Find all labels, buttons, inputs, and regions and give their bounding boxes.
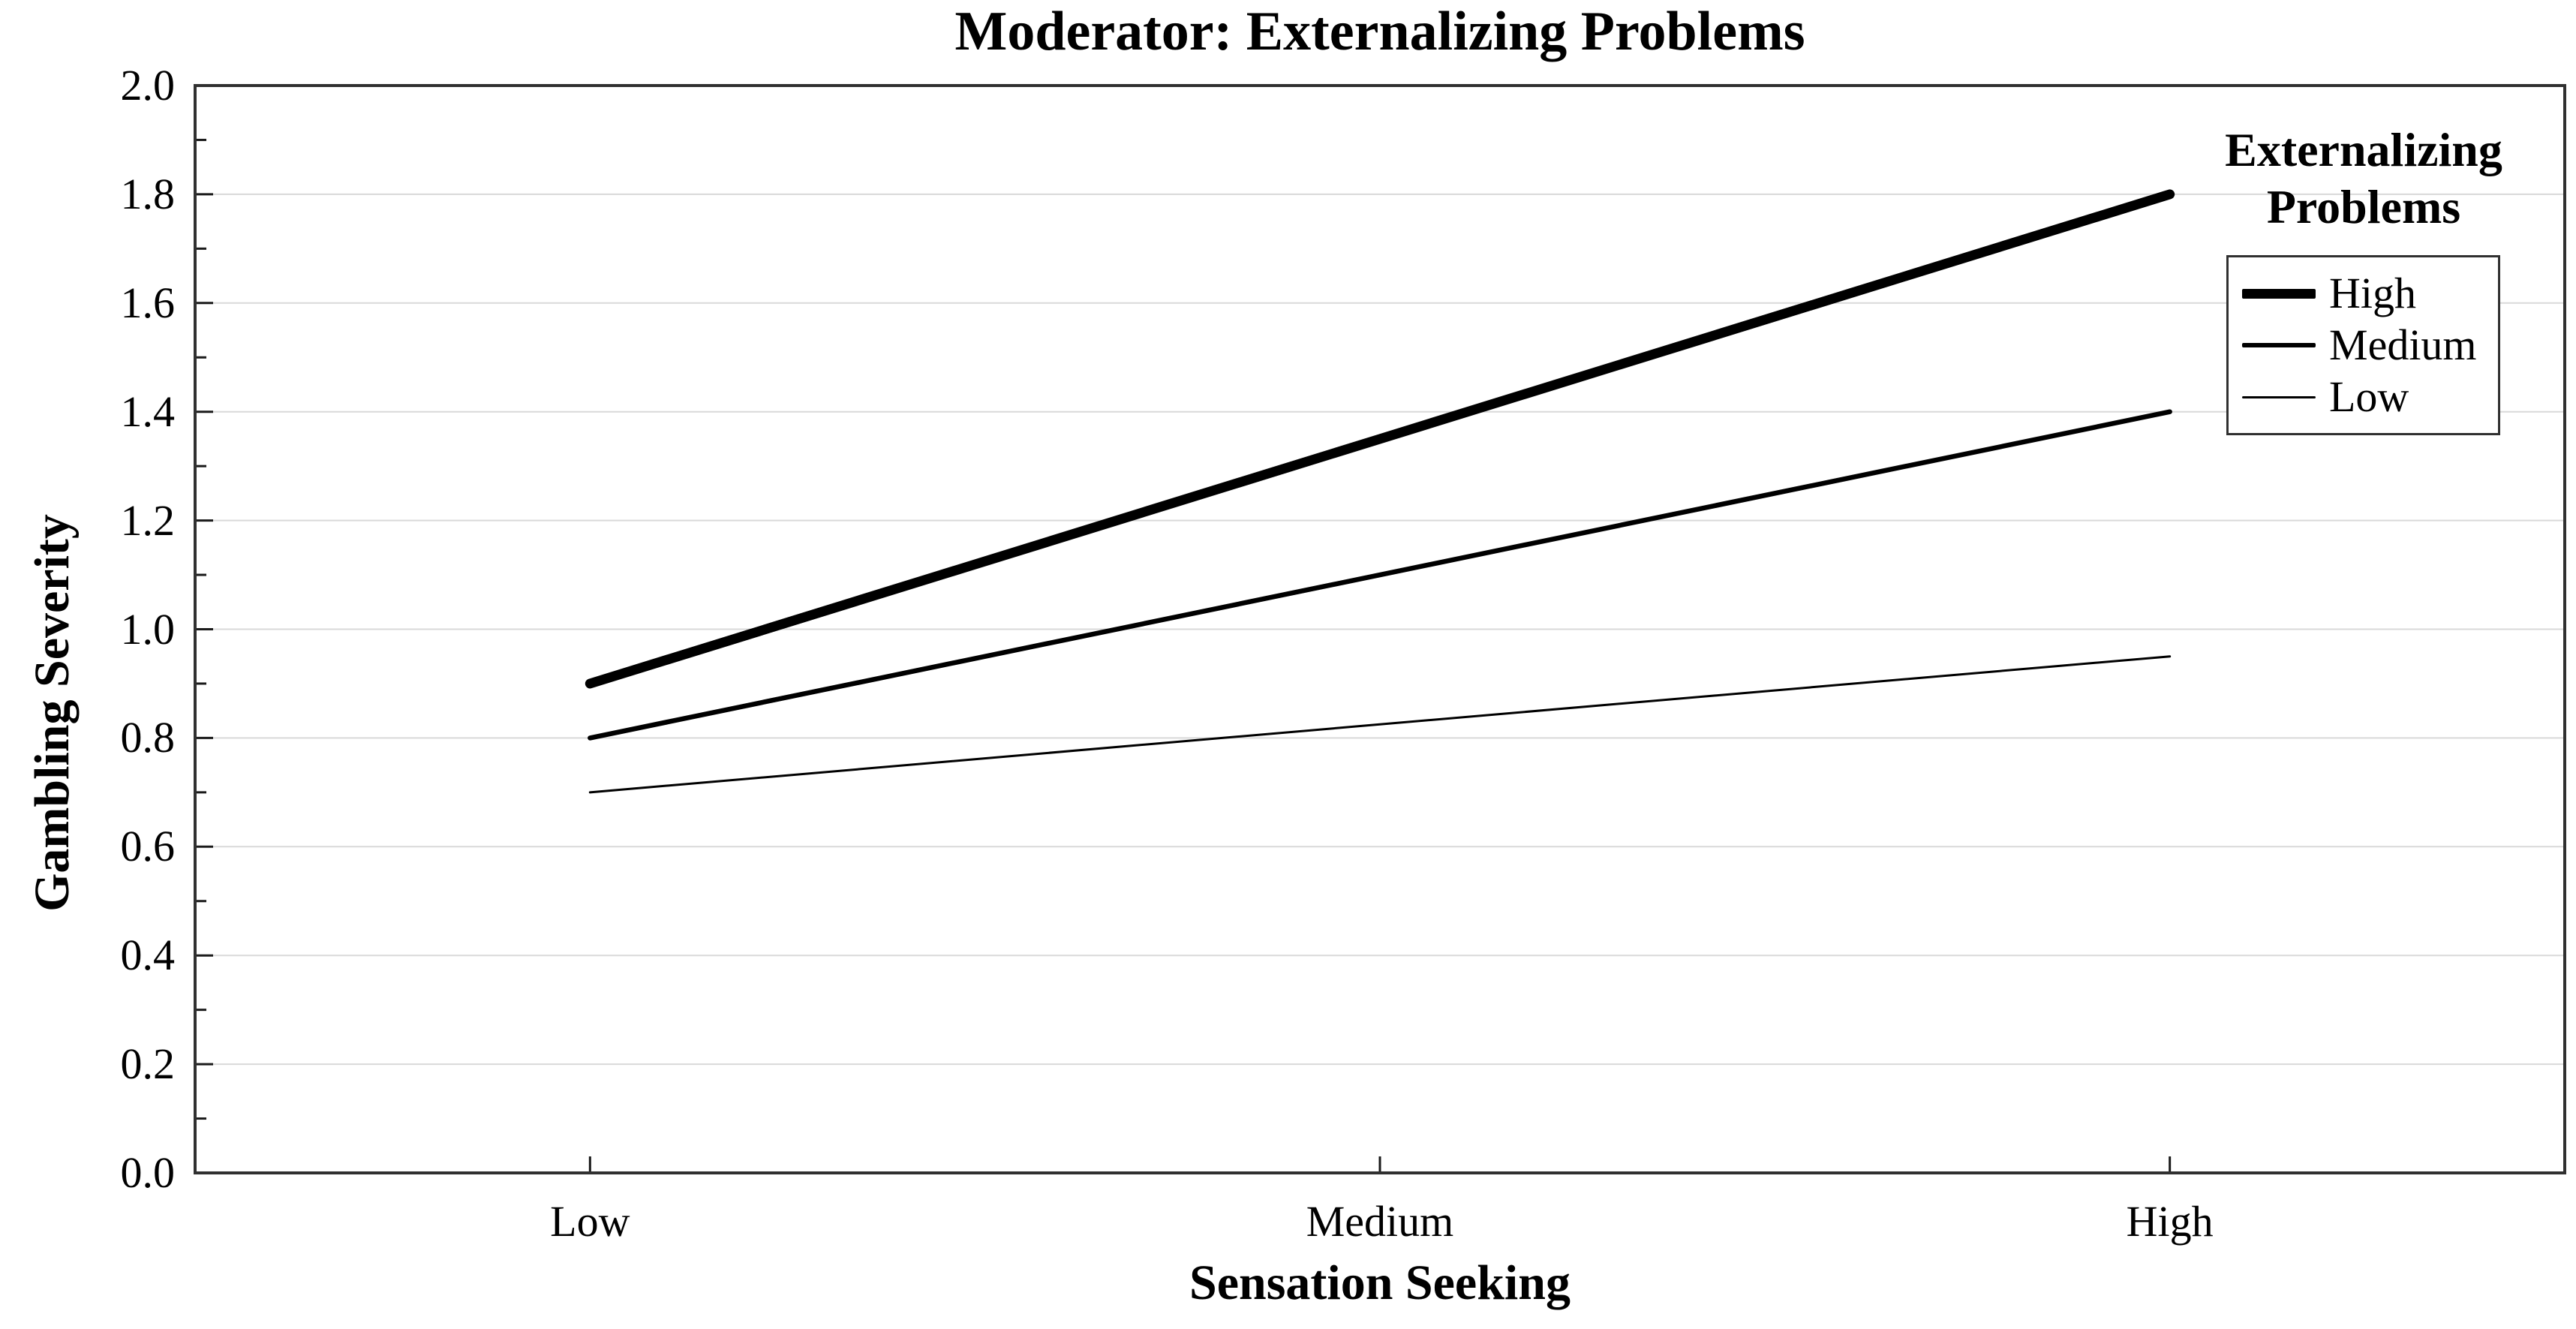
x-tick-label: Low bbox=[550, 1197, 630, 1246]
y-tick-label: 1.0 bbox=[120, 604, 176, 654]
legend-box: High Medium Low bbox=[2226, 255, 2500, 435]
y-tick-label: 0.8 bbox=[120, 713, 176, 762]
legend-label-medium: Medium bbox=[2329, 320, 2477, 369]
x-tick-label: Medium bbox=[1306, 1197, 1454, 1246]
legend-title: Externalizing Problems bbox=[2225, 123, 2502, 233]
y-tick-label: 2.0 bbox=[120, 61, 176, 110]
legend-item-medium: Medium bbox=[2229, 323, 2498, 367]
series-line-low bbox=[588, 655, 2172, 794]
y-tick-label: 1.4 bbox=[120, 386, 176, 436]
legend-label-low: Low bbox=[2329, 372, 2409, 421]
legend-item-low: Low bbox=[2229, 375, 2498, 419]
legend-line-sample-low bbox=[2242, 395, 2316, 398]
y-tick-label: 0.2 bbox=[120, 1039, 176, 1089]
legend-label-high: High bbox=[2329, 269, 2416, 317]
series-line-medium bbox=[588, 409, 2172, 741]
y-tick-label: 0.4 bbox=[120, 931, 176, 980]
legend-item-high: High bbox=[2229, 272, 2498, 315]
legend-line-sample-medium bbox=[2242, 342, 2316, 348]
y-tick-label: 0.0 bbox=[120, 1148, 176, 1197]
y-tick-label: 0.6 bbox=[120, 822, 176, 871]
y-tick-label: 1.2 bbox=[120, 495, 176, 545]
y-tick-label: 1.6 bbox=[120, 278, 176, 327]
series-line-high bbox=[585, 189, 2175, 689]
plot-frame bbox=[194, 84, 2566, 1174]
chart-title: Moderator: Externalizing Problems bbox=[954, 1, 1805, 62]
legend-line-sample-high bbox=[2242, 288, 2316, 299]
x-tick-label: High bbox=[2126, 1197, 2214, 1246]
y-tick-label: 1.8 bbox=[120, 169, 176, 218]
x-axis-title: Sensation Seeking bbox=[1189, 1255, 1571, 1310]
